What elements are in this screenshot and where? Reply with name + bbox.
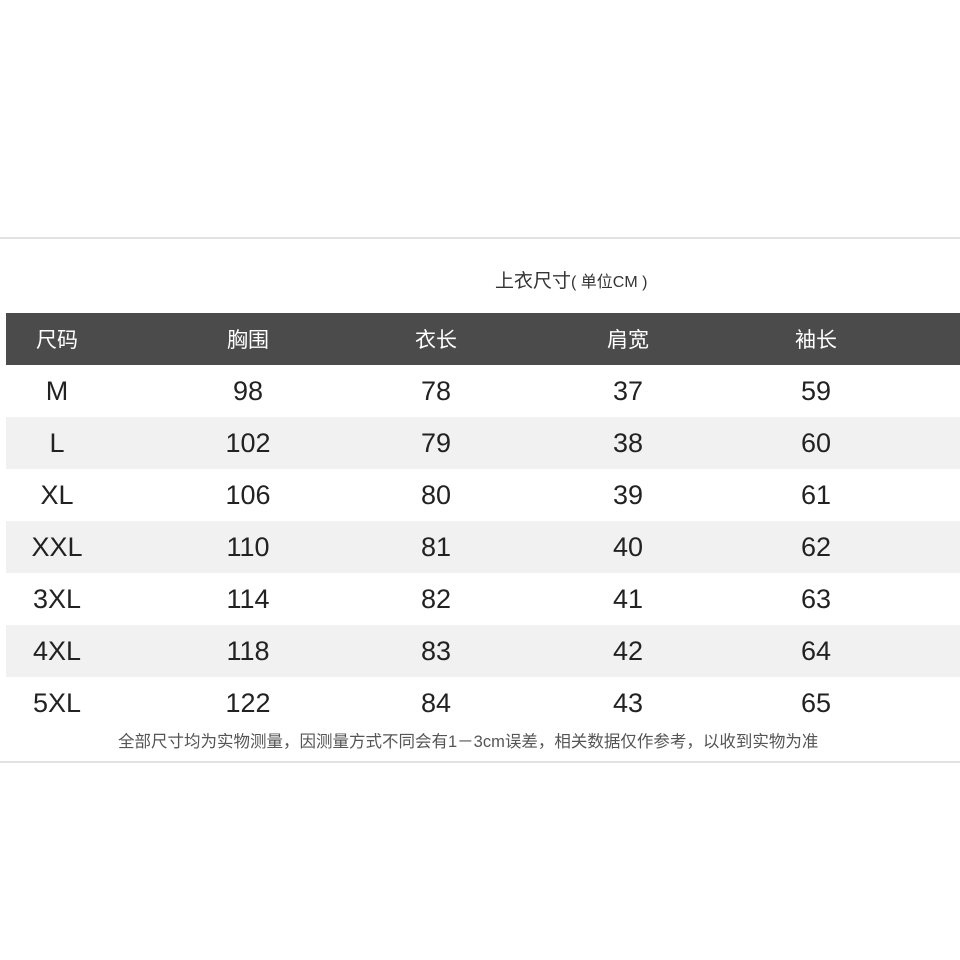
table-cell: L (49, 428, 65, 458)
table-row: XL 106 80 39 61 (6, 469, 960, 521)
table-row: 3XL 114 82 41 63 (6, 573, 960, 625)
chart-title: 上衣尺寸( 单位CM ) (495, 266, 647, 293)
header-shoulder: 肩宽 (607, 329, 649, 352)
table-cell: 61 (800, 480, 832, 510)
table-cell: 83 (420, 636, 452, 666)
table-cell: 62 (800, 532, 832, 562)
table-cell: 106 (225, 480, 271, 510)
table-cell: 114 (226, 584, 270, 614)
title-main: 上衣尺寸 (495, 271, 572, 292)
table-cell: 59 (800, 376, 832, 406)
table-row: 5XL 122 84 43 65 (6, 677, 960, 729)
measurement-note: 全部尺寸均为实物测量，因测量方式不同会有1－3cm误差，相关数据仅作参考，以收到… (118, 733, 819, 751)
table-row: L 102 79 38 60 (6, 417, 960, 469)
table-cell: 5XL (32, 688, 82, 718)
table-cell: 81 (420, 532, 452, 562)
table-header-row: 尺码 胸围 衣长 肩宽 袖长 (6, 313, 960, 365)
table-cell: XXL (31, 532, 83, 562)
table-cell: 82 (420, 584, 452, 614)
table-cell: XL (40, 480, 74, 510)
size-table: 尺码 胸围 衣长 肩宽 袖长 M 98 78 37 59 L 102 79 38 60 XL 106 8… (6, 313, 960, 729)
table-cell: 3XL (32, 584, 82, 614)
title-unit: ( 单位CM ) (571, 274, 648, 291)
table-cell: 102 (225, 428, 271, 458)
table-cell: 110 (226, 532, 270, 562)
header-chest: 胸围 (227, 329, 269, 352)
table-cell: 122 (225, 688, 271, 718)
top-divider (0, 237, 960, 239)
table-row: XXL 110 81 40 62 (6, 521, 960, 573)
header-length: 衣长 (415, 329, 457, 352)
table-cell: 63 (800, 584, 832, 614)
table-row: 4XL 118 83 42 64 (6, 625, 960, 677)
table-cell: 38 (612, 428, 644, 458)
table-cell: 80 (420, 480, 452, 510)
table-cell: M (45, 376, 69, 406)
table-cell: 65 (800, 688, 832, 718)
table-cell: 79 (420, 428, 452, 458)
table-cell: 4XL (32, 636, 82, 666)
header-size: 尺码 (36, 329, 78, 352)
table-cell: 37 (612, 376, 644, 406)
table-cell: 98 (232, 376, 264, 406)
table-cell: 43 (612, 688, 644, 718)
table-cell: 41 (612, 584, 644, 614)
bottom-divider (0, 761, 960, 763)
table-cell: 60 (800, 428, 832, 458)
table-cell: 84 (420, 688, 452, 718)
table-row: M 98 78 37 59 (6, 365, 960, 417)
table-cell: 40 (612, 532, 644, 562)
table-cell: 64 (800, 636, 832, 666)
table-cell: 118 (226, 636, 270, 666)
table-cell: 42 (612, 636, 644, 666)
table-cell: 39 (612, 480, 644, 510)
header-sleeve: 袖长 (795, 329, 837, 352)
table-cell: 78 (420, 376, 452, 406)
